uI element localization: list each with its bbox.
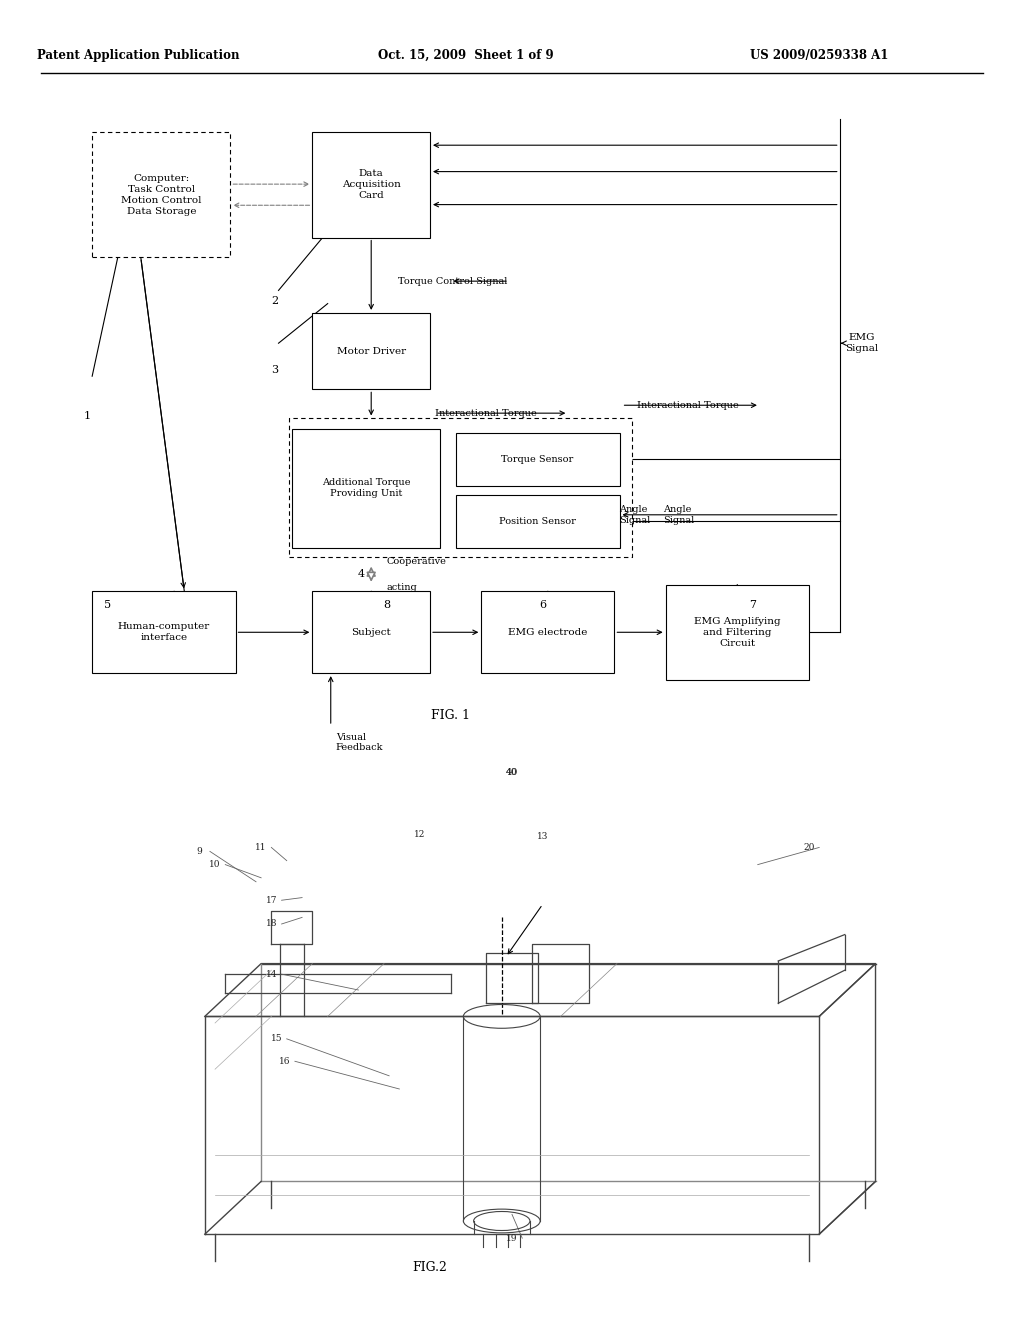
Bar <box>92 591 236 673</box>
Text: Torque Sensor: Torque Sensor <box>502 455 573 463</box>
Text: Data
Acquisition
Card: Data Acquisition Card <box>342 169 400 201</box>
Text: Human-computer
interface: Human-computer interface <box>118 622 210 643</box>
Bar <box>289 418 632 557</box>
Text: EMG
Signal: EMG Signal <box>845 334 878 352</box>
Text: 6: 6 <box>540 599 546 610</box>
Text: FIG. 1: FIG. 1 <box>431 709 470 722</box>
Text: 20: 20 <box>803 843 815 851</box>
Text: Position Sensor: Position Sensor <box>499 517 577 525</box>
Text: Interactional Torque: Interactional Torque <box>637 401 738 409</box>
Text: 13: 13 <box>537 833 549 841</box>
Text: 11: 11 <box>255 843 267 851</box>
Bar <box>666 585 809 680</box>
Text: Visual
Feedback: Visual Feedback <box>336 733 383 752</box>
Text: Patent Application Publication: Patent Application Publication <box>37 49 240 62</box>
Bar <box>456 433 620 486</box>
Bar <box>481 591 614 673</box>
Bar <box>292 429 440 548</box>
Text: 40: 40 <box>506 768 518 776</box>
Text: FIG.2: FIG.2 <box>413 1261 447 1274</box>
Text: 17: 17 <box>265 896 278 904</box>
Bar <box>92 132 230 257</box>
Text: US 2009/0259338 A1: US 2009/0259338 A1 <box>750 49 889 62</box>
Text: Interactional Torque: Interactional Torque <box>435 409 537 417</box>
Text: Computer:
Task Control
Motion Control
Data Storage: Computer: Task Control Motion Control Da… <box>121 173 202 216</box>
Bar <box>456 495 620 548</box>
Text: 10: 10 <box>209 861 221 869</box>
Text: Additional Torque
Providing Unit: Additional Torque Providing Unit <box>322 478 411 499</box>
Text: 18: 18 <box>265 920 278 928</box>
Text: 9: 9 <box>197 847 203 855</box>
Bar <box>312 132 430 238</box>
Text: 1: 1 <box>84 411 90 421</box>
Text: EMG electrode: EMG electrode <box>508 628 588 636</box>
Bar <box>312 591 430 673</box>
Text: Oct. 15, 2009  Sheet 1 of 9: Oct. 15, 2009 Sheet 1 of 9 <box>378 49 554 62</box>
Text: 2: 2 <box>271 296 278 306</box>
Text: 16: 16 <box>279 1057 291 1065</box>
Bar <box>312 313 430 389</box>
Text: Angle
Signal: Angle Signal <box>620 506 651 524</box>
Text: 4: 4 <box>357 569 365 579</box>
Text: Torque Control Signal: Torque Control Signal <box>397 277 507 285</box>
Text: 8: 8 <box>384 599 390 610</box>
Text: Subject: Subject <box>351 628 391 636</box>
Text: 19: 19 <box>506 1234 518 1242</box>
Text: 5: 5 <box>104 599 111 610</box>
Text: 3: 3 <box>271 364 278 375</box>
Text: 12: 12 <box>414 830 426 838</box>
Text: EMG Amplifying
and Filtering
Circuit: EMG Amplifying and Filtering Circuit <box>694 616 780 648</box>
Text: Cooperative: Cooperative <box>387 557 446 565</box>
Text: 40: 40 <box>506 768 518 776</box>
Text: 14: 14 <box>265 970 278 978</box>
Text: acting: acting <box>387 583 418 591</box>
Text: 15: 15 <box>270 1035 283 1043</box>
Text: Motor Driver: Motor Driver <box>337 347 406 355</box>
Text: Angle
Signal: Angle Signal <box>664 506 695 524</box>
Text: 7: 7 <box>750 599 756 610</box>
